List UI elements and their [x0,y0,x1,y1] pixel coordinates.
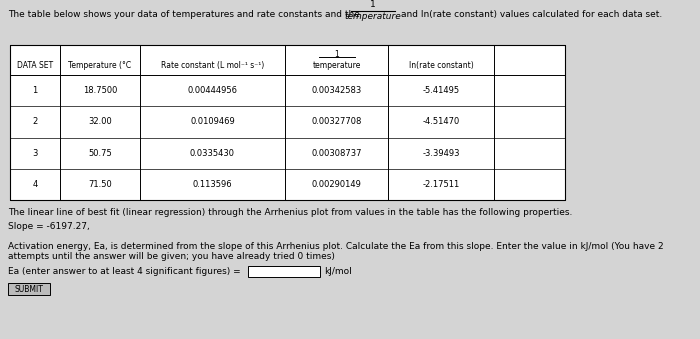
Text: 0.00327708: 0.00327708 [312,117,362,126]
Text: DATA SET: DATA SET [17,61,53,70]
Text: 0.00308737: 0.00308737 [312,148,362,158]
Text: SUBMIT: SUBMIT [15,284,43,294]
Text: temperature: temperature [344,12,401,21]
Text: kJ/mol: kJ/mol [324,267,351,276]
Text: 18.7500: 18.7500 [83,86,117,95]
Text: ln(rate constant): ln(rate constant) [409,61,473,70]
Bar [10,45,565,200]
Text: -2.17511: -2.17511 [422,180,460,189]
Text: and ln(rate constant) values calculated for each data set.: and ln(rate constant) values calculated … [401,10,662,19]
Text: 0.00290149: 0.00290149 [312,180,361,189]
Text: 1: 1 [370,0,376,9]
Text: 3: 3 [32,148,38,158]
Bar [8,283,50,295]
Text: The linear line of best fit (linear regression) through the Arrhenius plot from : The linear line of best fit (linear regr… [8,208,573,217]
Text: 0.00342583: 0.00342583 [312,86,362,95]
Text: Ea (enter answer to at least 4 significant figures) =: Ea (enter answer to at least 4 significa… [8,267,241,276]
Text: 1: 1 [32,86,38,95]
Bar [248,266,320,277]
Text: The table below shows your data of temperatures and rate constants and the: The table below shows your data of tempe… [8,10,360,19]
Text: 50.75: 50.75 [88,148,112,158]
Text: 71.50: 71.50 [88,180,112,189]
Text: 1: 1 [334,50,339,59]
Text: attempts until the answer will be given; you have already tried 0 times): attempts until the answer will be given;… [8,252,335,261]
Text: 0.113596: 0.113596 [193,180,232,189]
Text: Temperature (°C: Temperature (°C [69,61,132,70]
Text: -5.41495: -5.41495 [422,86,460,95]
Text: 32.00: 32.00 [88,117,112,126]
Text: temperature: temperature [312,61,360,70]
Text: 0.00444956: 0.00444956 [188,86,237,95]
Text: Rate constant (L mol⁻¹ s⁻¹): Rate constant (L mol⁻¹ s⁻¹) [161,61,264,70]
Text: Activation energy, Ea, is determined from the slope of this Arrhenius plot. Calc: Activation energy, Ea, is determined fro… [8,242,664,251]
Text: -3.39493: -3.39493 [422,148,460,158]
Text: 2: 2 [32,117,38,126]
Text: 0.0109469: 0.0109469 [190,117,235,126]
Text: 4: 4 [32,180,38,189]
Text: Slope = -6197.27,: Slope = -6197.27, [8,222,90,231]
Text: -4.51470: -4.51470 [422,117,460,126]
Text: 0.0335430: 0.0335430 [190,148,235,158]
